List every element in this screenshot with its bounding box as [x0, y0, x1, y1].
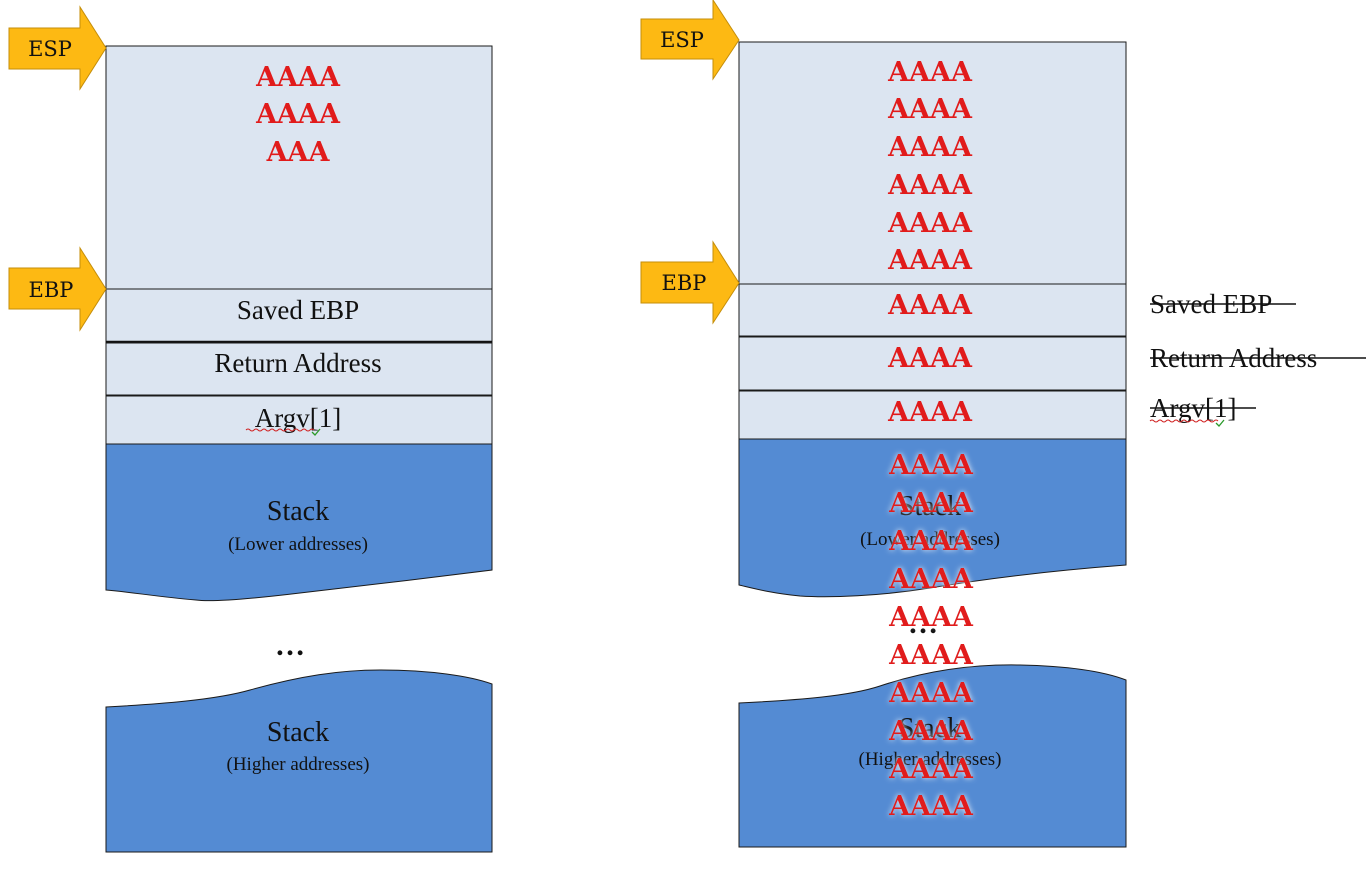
- right-argv-value: AAAA: [887, 397, 973, 428]
- left-ebp-arrow: [8, 246, 107, 332]
- left-esp-arrow: [8, 5, 107, 91]
- right-stack-lower-block: [738, 438, 1127, 598]
- left-stack-lower-title: Stack: [267, 496, 329, 527]
- left-argv-label: Argv[1]: [255, 403, 341, 433]
- left-buffer-line-2: AAAA: [255, 99, 341, 130]
- left-saved-ebp-label: Saved EBP: [237, 295, 359, 325]
- overflow-line-6: AAAA: [888, 640, 974, 671]
- right-return-address-cell: [738, 336, 1127, 391]
- left-buffer-line-1: AAAA: [255, 62, 341, 93]
- left-stack-higher-subtitle: (Higher addresses): [227, 754, 370, 775]
- right-buffer-line-3: AAAA: [887, 132, 973, 163]
- right-ebp-arrow: [640, 240, 740, 325]
- overflow-line-5: AAAA: [888, 602, 974, 633]
- right-buffer-line-2: AAAA: [887, 94, 973, 125]
- right-ebp-label: EBP: [662, 271, 707, 295]
- left-stack-diagram: AAAA AAAA AAA Saved EBP Return Address A…: [8, 5, 493, 853]
- right-argv-cell: [738, 390, 1127, 440]
- left-stack-lower-block: [105, 443, 493, 602]
- right-saved-ebp-value: AAAA: [887, 290, 973, 321]
- left-buffer-frame: [105, 45, 493, 290]
- left-esp-label: ESP: [28, 37, 72, 61]
- left-ebp-label: EBP: [29, 278, 74, 302]
- right-buffer-frame: [738, 41, 1127, 285]
- right-stack-lower-title: Stack: [899, 491, 961, 522]
- right-buffer-line-1: AAAA: [887, 57, 973, 88]
- right-stack-higher-subtitle: (Higher addresses): [859, 749, 1002, 770]
- left-saved-ebp-cell: [105, 288, 493, 343]
- right-overflow-column: AAAA AAAA AAAA AAAA AAAA AAAA AAAA AAAA …: [888, 450, 974, 822]
- overflow-line-9: AAAA: [888, 754, 974, 785]
- right-buffer-line-4: AAAA: [887, 170, 973, 201]
- overflow-line-8: AAAA: [888, 716, 974, 747]
- right-buffer-line-5: AAAA: [887, 208, 973, 239]
- left-argv-cell: [105, 395, 493, 445]
- right-stack-higher-title: Stack: [899, 713, 961, 744]
- right-stack-lower-subtitle: (Lower addresses): [860, 529, 1000, 550]
- overflow-line-7: AAAA: [888, 678, 974, 709]
- overflow-line-1: AAAA: [888, 450, 974, 481]
- right-return-address-value: AAAA: [887, 343, 973, 374]
- left-buffer-line-3: AAA: [266, 137, 331, 168]
- right-ellipsis: …: [908, 607, 938, 640]
- right-esp-label: ESP: [660, 28, 704, 52]
- overflow-line-2: AAAA: [888, 488, 974, 519]
- left-return-address-label: Return Address: [214, 348, 381, 378]
- overflow-line-4: AAAA: [888, 564, 974, 595]
- right-buffer-line-6: AAAA: [887, 245, 973, 276]
- overflow-line-10: AAAA: [888, 791, 974, 822]
- overflow-line-3: AAAA: [888, 526, 974, 557]
- right-stack-diagram: AAAA AAAA AAAA AAAA AAAA AAAA AAAA AAAA …: [640, 0, 1366, 848]
- right-esp-arrow: [640, 0, 740, 81]
- right-saved-ebp-cell: [738, 283, 1127, 337]
- left-return-address-cell: [105, 342, 493, 396]
- right-stack-higher-block: [738, 664, 1127, 848]
- left-stack-higher-block: [105, 669, 493, 853]
- left-stack-higher-title: Stack: [267, 717, 329, 748]
- left-ellipsis: …: [275, 629, 305, 662]
- left-stack-lower-subtitle: (Lower addresses): [228, 534, 368, 555]
